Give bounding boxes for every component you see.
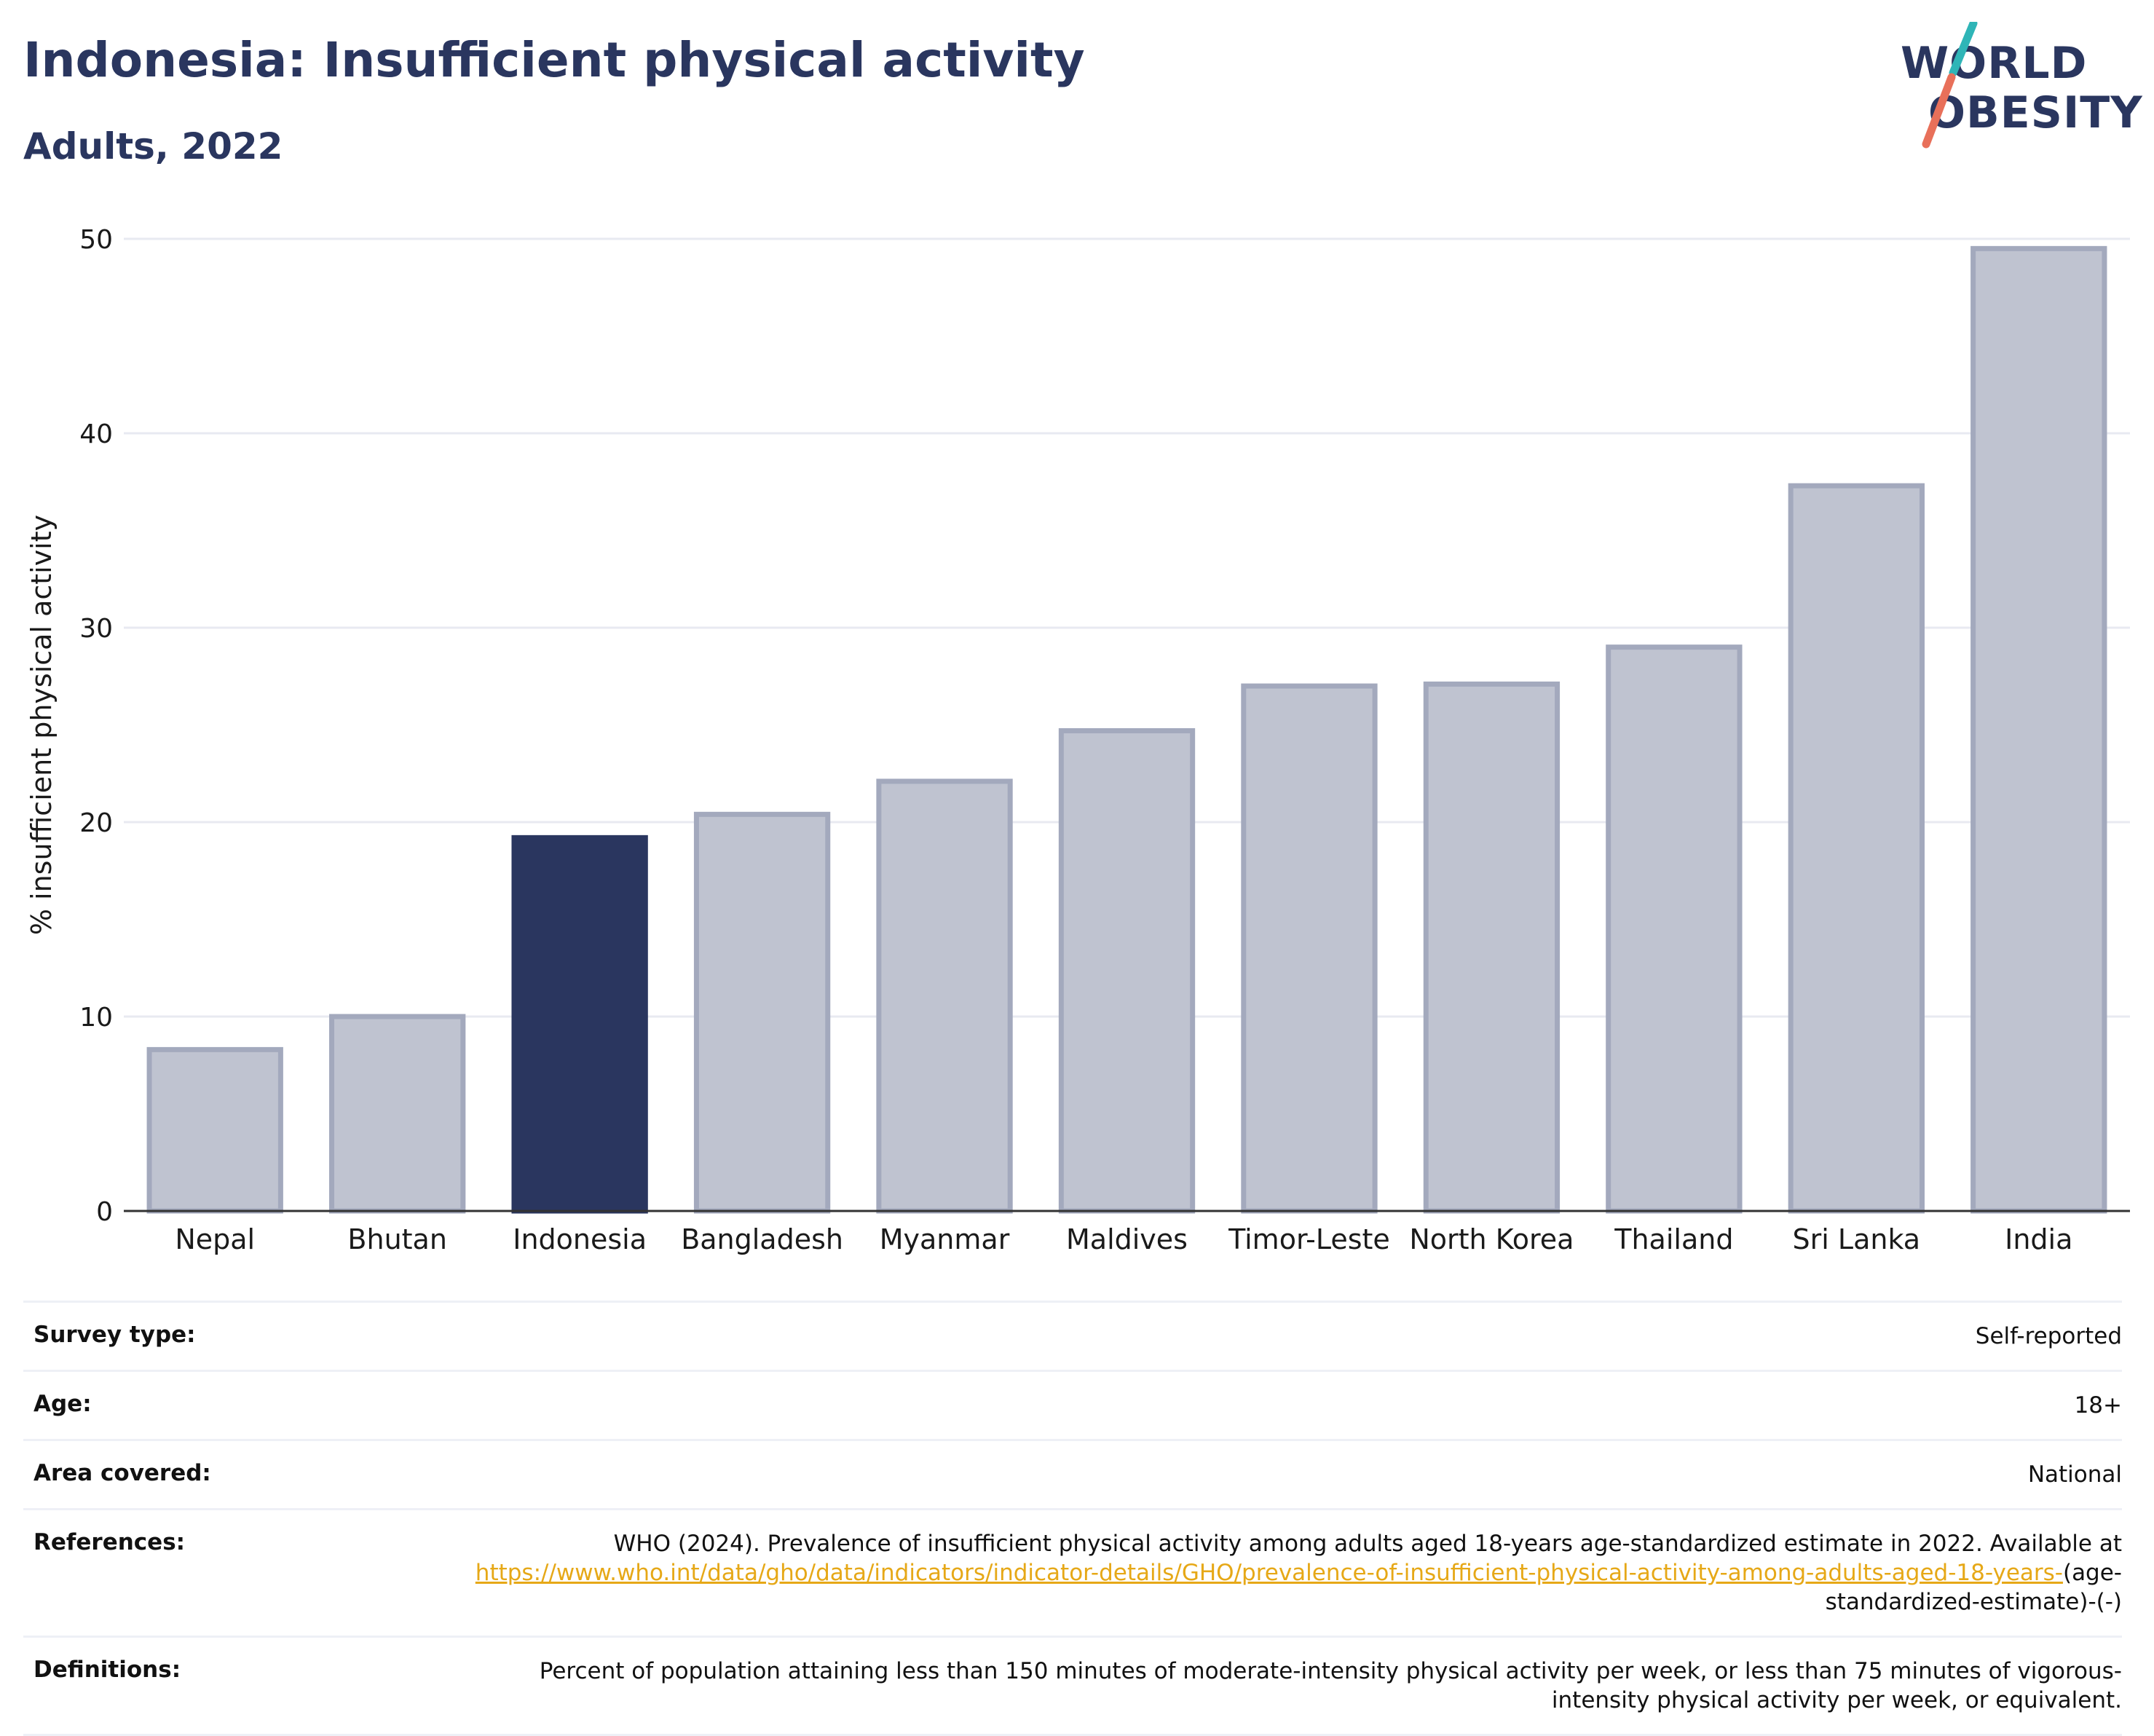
y-tick-label: 0 xyxy=(96,1197,113,1227)
info-row-survey-type: Survey type: Self-reported xyxy=(23,1301,2122,1370)
x-tick-label: Nepal xyxy=(175,1223,255,1255)
bar-myanmar xyxy=(876,778,1013,1214)
y-axis-label: % insufficient physical activity xyxy=(25,515,58,935)
info-row-references: References: WHO (2024). Prevalence of in… xyxy=(23,1508,2122,1636)
logo-slash-icon xyxy=(1922,22,1978,149)
bar-nepal xyxy=(146,1046,283,1214)
bar-timor-leste xyxy=(1241,683,1378,1214)
logo-line-2: OBESITY xyxy=(1928,87,2143,138)
bar-bhutan xyxy=(329,1014,466,1214)
bar-bangladesh xyxy=(693,811,831,1214)
x-tick-label: Bhutan xyxy=(347,1223,447,1255)
y-tick-label: 50 xyxy=(79,225,113,255)
bar-maldives xyxy=(1058,728,1196,1214)
world-obesity-logo[interactable]: WORLD OBESITY xyxy=(1901,22,2143,153)
bar-sri-lanka xyxy=(1788,483,1925,1214)
references-link[interactable]: https://www.who.int/data/gho/data/indica… xyxy=(475,1560,2063,1586)
x-tick-label: North Korea xyxy=(1409,1223,1574,1255)
page-subtitle: Adults, 2022 xyxy=(23,125,283,167)
x-tick-label: Bangladesh xyxy=(681,1223,843,1255)
references-value: WHO (2024). Prevalence of insufficient p… xyxy=(447,1529,2122,1617)
logo-line-1: WORLD xyxy=(1901,38,2088,89)
y-tick-label: 30 xyxy=(79,614,113,644)
references-text: WHO (2024). Prevalence of insufficient p… xyxy=(613,1531,2122,1557)
y-axis-ticks: 0 10 20 30 40 50 xyxy=(79,225,113,1227)
y-tick-label: 40 xyxy=(79,419,113,449)
x-tick-label: Maldives xyxy=(1066,1223,1188,1255)
x-tick-label: Thailand xyxy=(1614,1223,1733,1255)
bar-chart: 0 10 20 30 40 50 Nepal Bhutan Indonesia Banglade… xyxy=(25,225,2130,1255)
bar-indonesia xyxy=(511,835,648,1214)
info-row-area-covered: Area covered: National xyxy=(23,1439,2122,1508)
x-tick-label: Indonesia xyxy=(513,1223,647,1255)
x-tick-label: India xyxy=(2005,1223,2072,1255)
bar-india xyxy=(1970,245,2107,1214)
bar-thailand xyxy=(1606,644,1743,1214)
definitions-value: Percent of population attaining less tha… xyxy=(539,1658,2122,1713)
x-axis-ticks: Nepal Bhutan Indonesia Bangladesh Myanmar Mal… xyxy=(175,1223,2072,1255)
info-label: Survey type: xyxy=(33,1322,196,1348)
x-tick-label: Timor-Leste xyxy=(1228,1223,1390,1255)
info-label: References: xyxy=(33,1529,186,1555)
info-value: Self-reported xyxy=(1975,1323,2122,1349)
info-table: Survey type: Self-reported Age: 18+ Area… xyxy=(23,1301,2122,1736)
page-title: Indonesia: Insufficient physical activit… xyxy=(23,32,1085,88)
info-label: Age: xyxy=(33,1391,92,1417)
y-tick-label: 20 xyxy=(79,808,113,838)
info-row-definitions: Definitions: Percent of population attai… xyxy=(23,1636,2122,1736)
bars xyxy=(146,245,2107,1214)
info-value: 18+ xyxy=(2074,1392,2122,1419)
references-suffix: (age-standardized-estimate)-(-) xyxy=(1825,1560,2122,1615)
x-tick-label: Myanmar xyxy=(880,1223,1010,1255)
bar-north-korea xyxy=(1423,681,1561,1214)
y-tick-label: 10 xyxy=(79,1003,113,1033)
info-label: Area covered: xyxy=(33,1460,211,1486)
info-row-age: Age: 18+ xyxy=(23,1370,2122,1439)
info-value: National xyxy=(2027,1461,2122,1488)
x-tick-label: Sri Lanka xyxy=(1793,1223,1921,1255)
info-label: Definitions: xyxy=(33,1657,181,1683)
